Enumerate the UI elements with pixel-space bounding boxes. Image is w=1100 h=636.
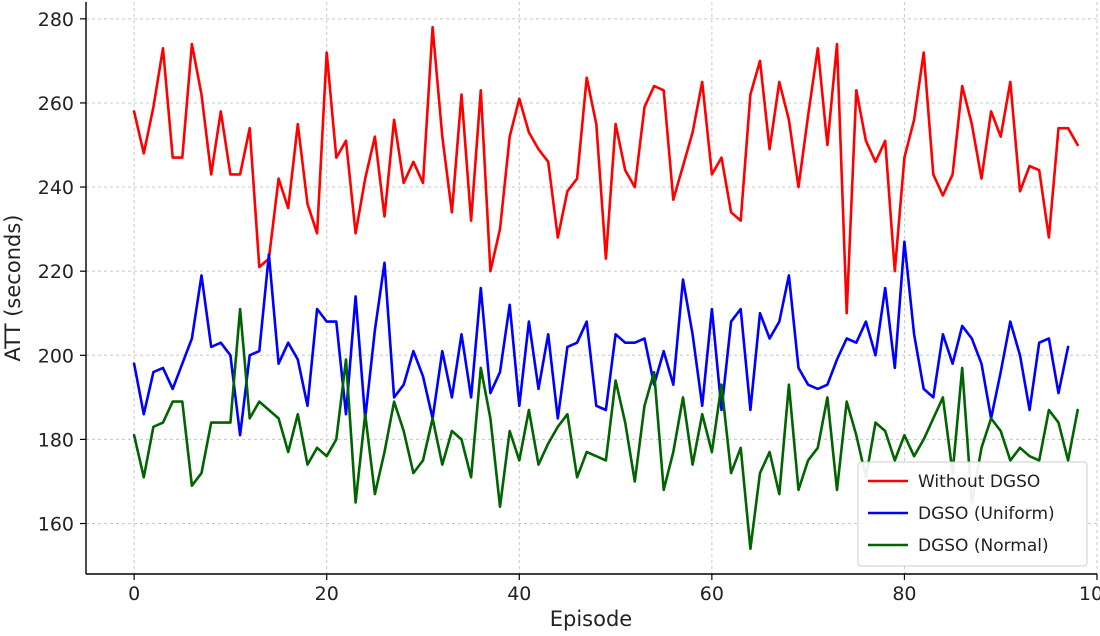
y-tick-label: 200	[38, 345, 74, 367]
x-tick-label: 20	[315, 583, 339, 605]
legend-label-dgso-uniform: DGSO (Uniform)	[918, 504, 1055, 524]
x-tick-label: 40	[507, 583, 531, 605]
ticks: 0 20 40 60 80 100 160 180 200 220 240 260 280	[38, 9, 1100, 605]
y-axis-label: ATT (seconds)	[1, 215, 25, 362]
y-tick-label: 180	[38, 429, 74, 451]
series-lines	[132, 25, 1079, 551]
y-tick-label: 220	[38, 261, 74, 283]
series-line-dgso-uniform	[132, 240, 1070, 437]
y-tick-label: 160	[38, 514, 74, 536]
legend-box	[857, 461, 1088, 567]
series-line-without-dgso	[132, 25, 1079, 315]
x-tick-label: 100	[1079, 583, 1100, 605]
legend-label-dgso-normal: DGSO (Normal)	[918, 536, 1049, 556]
legend-label-without-dgso: Without DGSO	[918, 472, 1040, 492]
x-tick-label: 60	[700, 583, 724, 605]
axes	[85, 2, 1097, 575]
series-line-dgso-normal	[132, 307, 1079, 551]
y-tick-label: 260	[38, 93, 74, 115]
y-tick-label: 280	[38, 9, 74, 31]
x-axis-label: Episode	[550, 607, 632, 631]
x-tick-label: 0	[128, 583, 140, 605]
x-tick-label: 80	[892, 583, 916, 605]
legend: Without DGSO DGSO (Uniform) DGSO (Normal…	[857, 461, 1088, 567]
y-tick-label: 240	[38, 177, 74, 199]
